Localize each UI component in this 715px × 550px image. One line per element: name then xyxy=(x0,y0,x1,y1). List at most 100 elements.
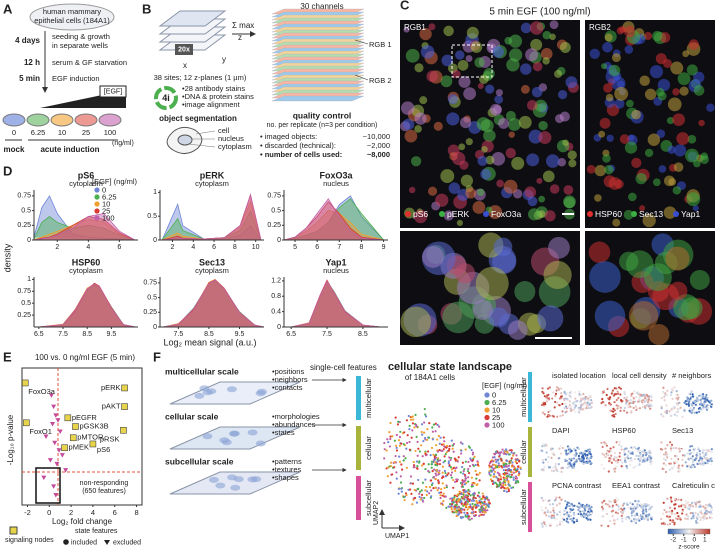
umap-point xyxy=(465,501,467,503)
cell xyxy=(506,148,516,158)
umap-point xyxy=(420,444,422,446)
map-point xyxy=(551,397,553,399)
map-point xyxy=(632,503,634,505)
y-tick-label: 0 xyxy=(277,324,281,331)
umap-point xyxy=(488,499,490,501)
map-point xyxy=(578,502,580,504)
y-axis-label: -Log₁₀ p-value xyxy=(6,414,15,465)
map-point xyxy=(540,449,542,451)
map-point xyxy=(707,450,709,452)
umap-point xyxy=(450,457,452,459)
map-point xyxy=(582,408,584,410)
step-time: 5 min xyxy=(19,74,40,83)
cell xyxy=(653,178,661,186)
umap-point xyxy=(383,457,385,459)
map-point xyxy=(558,389,560,391)
umap-point xyxy=(475,497,477,499)
umap-point xyxy=(504,480,506,482)
umap-point xyxy=(451,497,453,499)
map-point xyxy=(645,511,647,513)
map-point xyxy=(648,399,650,401)
map-point xyxy=(625,461,627,463)
umap-point xyxy=(437,489,439,491)
umap-point xyxy=(517,468,519,470)
cell xyxy=(414,63,423,72)
non-responding-box xyxy=(36,468,60,503)
cell xyxy=(620,134,630,144)
umap-point xyxy=(453,496,455,498)
umap-point xyxy=(505,453,507,455)
map-point xyxy=(634,515,636,517)
map-point xyxy=(706,399,708,401)
node-label: pEGFR xyxy=(72,413,98,422)
map-point xyxy=(613,468,615,470)
map-point xyxy=(705,458,707,460)
map-point xyxy=(562,414,564,416)
cell xyxy=(563,185,573,195)
subplot-subtitle: cytoplasm xyxy=(195,179,229,188)
cell xyxy=(521,85,530,94)
cells-label: epithelial cells (184A1) xyxy=(34,16,110,25)
map-point xyxy=(649,462,651,464)
cell xyxy=(525,48,538,61)
map-point xyxy=(695,520,697,522)
map-point xyxy=(671,510,673,512)
cell xyxy=(648,134,660,146)
cell xyxy=(564,197,575,208)
map-point xyxy=(667,524,669,526)
map-point xyxy=(550,457,552,459)
map-point xyxy=(649,455,651,457)
umap-point xyxy=(464,515,466,517)
umap-point xyxy=(430,489,432,491)
umap-point xyxy=(443,493,445,495)
map-point xyxy=(562,447,564,449)
umap-point xyxy=(437,473,439,475)
map-point xyxy=(623,503,625,505)
umap-point xyxy=(453,511,455,513)
map-point xyxy=(545,458,547,460)
map-point xyxy=(602,446,604,448)
x-tick-label: 9 xyxy=(382,244,386,251)
map-point xyxy=(692,461,694,463)
map-point xyxy=(621,449,623,451)
map-point xyxy=(624,397,626,399)
cell xyxy=(558,90,567,99)
map-point xyxy=(572,508,574,510)
map-point xyxy=(671,407,673,409)
map-point xyxy=(606,388,608,390)
umap-point xyxy=(400,463,402,465)
signaling-node xyxy=(122,385,128,391)
map-point xyxy=(580,408,582,410)
map-point xyxy=(681,512,683,514)
umap-point xyxy=(472,459,474,461)
umap-point xyxy=(460,452,462,454)
cell xyxy=(690,270,710,290)
map-point xyxy=(661,415,663,417)
map-point xyxy=(568,465,570,467)
map-point xyxy=(586,456,588,458)
y-tick-label: 0.8 xyxy=(271,293,281,300)
qc-row-label: • discarded (technical): xyxy=(260,141,336,150)
umap-point xyxy=(479,479,481,481)
map-point xyxy=(669,523,671,525)
map-point xyxy=(641,400,643,402)
cell-sketch xyxy=(229,431,239,437)
umap-point xyxy=(412,422,414,424)
umap-point xyxy=(390,462,392,464)
map-point xyxy=(618,455,620,457)
map-point xyxy=(619,393,621,395)
map-point xyxy=(619,452,621,454)
umap-point xyxy=(468,506,470,508)
x-tick-label: 8 xyxy=(233,244,237,251)
map-point xyxy=(585,462,587,464)
map-point xyxy=(556,513,558,515)
state-feature xyxy=(48,458,53,463)
map-point xyxy=(629,451,631,453)
map-point xyxy=(670,462,672,464)
map-point xyxy=(609,448,611,450)
x-tick-label: 6 xyxy=(117,244,121,251)
cell xyxy=(448,94,458,104)
x-tick-label: 8.5 xyxy=(358,331,368,338)
umap-point xyxy=(475,464,477,466)
map-point xyxy=(575,453,577,455)
